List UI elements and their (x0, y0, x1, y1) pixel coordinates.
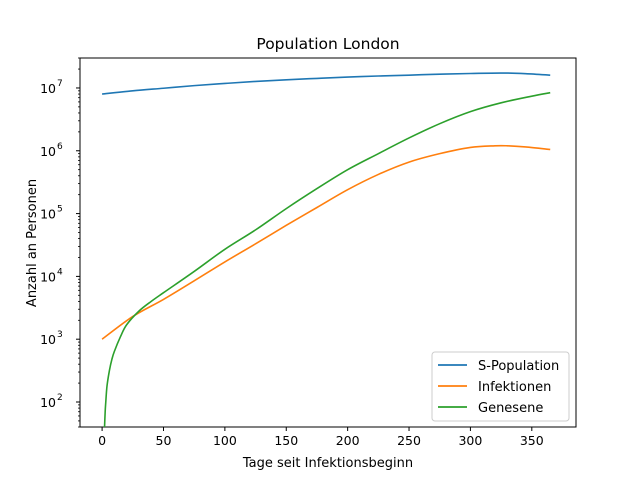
x-tick-label: 350 (520, 433, 544, 448)
x-tick-label: 0 (98, 433, 106, 448)
y-tick-exponent: 6 (57, 142, 63, 152)
legend: S-Population Infektionen Genesene (431, 351, 570, 422)
plot-frame (79, 57, 577, 428)
y-tick-label: 10 7 (40, 79, 63, 96)
y-tick-label: 10 4 (40, 267, 63, 284)
x-tick-label: 150 (274, 433, 298, 448)
x-tick-label: 200 (336, 433, 360, 448)
y-tick-base: 10 (40, 269, 56, 284)
series-line-1 (101, 144, 551, 340)
y-tick-label: 10 2 (40, 393, 63, 410)
legend-label: Infektionen (478, 380, 551, 395)
y-tick-exponent: 5 (57, 205, 63, 215)
y-tick-exponent: 2 (57, 393, 63, 403)
y-axis-label: Anzahl an Personen (25, 179, 40, 307)
x-axis: 0 50 100 150 200 250 300 350 (98, 427, 544, 448)
x-tick-label: 300 (458, 433, 482, 448)
x-axis-label: Tage seit Infektionsbeginn (242, 456, 413, 471)
y-tick-label: 10 3 (40, 330, 63, 347)
y-tick-label: 10 6 (40, 142, 63, 159)
series-line-0 (102, 72, 551, 95)
y-tick-exponent: 7 (57, 79, 63, 89)
y-tick-base: 10 (40, 144, 56, 159)
series-layer (101, 72, 551, 428)
y-tick-base: 10 (40, 81, 56, 96)
y-tick-base: 10 (40, 332, 56, 347)
x-tick-label: 250 (397, 433, 421, 448)
legend-box (431, 351, 570, 422)
y-tick-exponent: 3 (57, 330, 63, 340)
legend-label: S-Population (478, 359, 559, 374)
y-tick-base: 10 (40, 395, 56, 410)
series-line-2 (103, 91, 551, 428)
y-tick-label: 10 5 (40, 205, 63, 222)
y-tick-base: 10 (40, 207, 56, 222)
x-tick-label: 50 (156, 433, 172, 448)
legend-label: Genesene (478, 401, 543, 416)
chart-title: Population London (256, 35, 399, 53)
x-tick-label: 100 (213, 433, 237, 448)
y-tick-exponent: 4 (57, 267, 63, 277)
